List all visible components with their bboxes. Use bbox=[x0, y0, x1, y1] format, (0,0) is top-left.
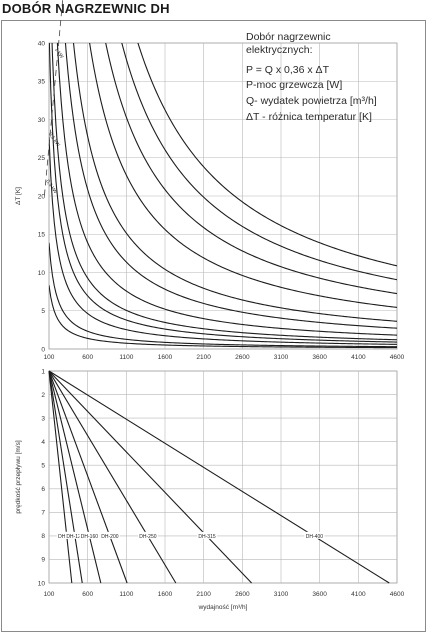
formula-box: Dobór nagrzewnic elektrycznych: P = Q x … bbox=[246, 31, 377, 123]
y-tick-label: 8 bbox=[41, 533, 45, 540]
y-tick-label: 4 bbox=[41, 439, 45, 446]
formula-line-4: P-moc grzewcza [W] bbox=[246, 79, 342, 91]
line-dh-250 bbox=[48, 370, 177, 584]
x-tick-label: 1600 bbox=[158, 591, 173, 598]
line-dh-315 bbox=[48, 370, 253, 584]
page-title: DOBÓR NAGRZEWNIC DH bbox=[2, 1, 170, 16]
x-tick-label: 2600 bbox=[235, 591, 250, 598]
line-label-bg bbox=[137, 531, 158, 539]
line-label-bg bbox=[64, 531, 85, 539]
line-dh-400 bbox=[48, 370, 390, 584]
x-tick-label: 4600 bbox=[390, 591, 405, 598]
y-tick-label: 40 bbox=[38, 40, 46, 47]
formula-line-1: Dobór nagrzewnic bbox=[246, 31, 331, 43]
x-tick-label: 3600 bbox=[312, 591, 327, 598]
line-label-bg bbox=[79, 531, 100, 539]
curve-3-kw bbox=[56, 43, 397, 336]
y-tick-label: 3 bbox=[41, 415, 45, 422]
y-tick-label: 35 bbox=[38, 79, 46, 86]
x-tick-label: 4600 bbox=[390, 354, 405, 361]
line-label-bg bbox=[304, 531, 325, 539]
curve-12-kw bbox=[105, 43, 397, 295]
y-tick-label: 6 bbox=[41, 486, 45, 493]
x-tick-label: 600 bbox=[82, 591, 93, 598]
line-label-dh-250: DH-250 bbox=[139, 534, 156, 540]
y-tick-label: 2 bbox=[41, 392, 45, 399]
y-axis-label: ΔT [K] bbox=[15, 187, 22, 205]
formula-line-3: P = Q x 0,36 x ΔT bbox=[246, 64, 330, 76]
plot-area bbox=[48, 370, 398, 584]
curve-1-5-kw bbox=[49, 43, 397, 343]
line-label-bg bbox=[99, 531, 120, 539]
line-label-dh-315: DH-315 bbox=[198, 534, 215, 540]
curve-0-5-kw bbox=[49, 242, 397, 348]
y-tick-label: 15 bbox=[38, 232, 46, 239]
line-dh-200 bbox=[48, 370, 128, 584]
line-label-dh-400: DH-400 bbox=[306, 534, 323, 540]
curve-0-3-kw bbox=[49, 285, 397, 349]
x-tick-label: 1100 bbox=[119, 591, 133, 598]
line-dh-125 bbox=[48, 370, 83, 584]
y-tick-label: 0 bbox=[41, 346, 45, 353]
formula-line-6: ΔT - różnica temperatur [K] bbox=[246, 111, 372, 123]
y-tick-label: 9 bbox=[41, 557, 45, 564]
x-tick-label: 1600 bbox=[158, 354, 173, 361]
x-tick-label: 1100 bbox=[119, 354, 133, 361]
line-label-dh-125: DH-125 bbox=[66, 534, 83, 540]
curve-label-1-kw: 1 kW bbox=[53, 47, 65, 60]
x-tick-label: 2100 bbox=[196, 354, 211, 361]
x-tick-label: 100 bbox=[44, 591, 55, 598]
x-tick-label: 3100 bbox=[274, 591, 289, 598]
curve-18-kw bbox=[137, 43, 397, 267]
x-tick-label: 100 bbox=[44, 354, 55, 361]
line-label-bg bbox=[197, 531, 218, 539]
y-tick-label: 7 bbox=[41, 510, 45, 517]
x-tick-label: 3600 bbox=[312, 354, 327, 361]
y-tick-label: 1 bbox=[41, 368, 45, 375]
y-tick-label: 5 bbox=[41, 308, 45, 315]
curve-4-5-kw bbox=[64, 43, 397, 329]
line-dh-160 bbox=[48, 370, 102, 584]
x-tick-label: 4100 bbox=[351, 591, 366, 598]
formula-line-2: elektrycznych: bbox=[246, 44, 313, 56]
label-guide-line bbox=[44, 0, 64, 196]
y-tick-label: 25 bbox=[38, 155, 46, 162]
curve-2-kw bbox=[51, 43, 397, 341]
chart-frame bbox=[1, 20, 426, 632]
velocity-chart: 100 600 1100 1600 2100 2600 3100 3600 4100 4600 1 2… bbox=[15, 368, 405, 611]
y-tick-label: 5 bbox=[41, 463, 45, 470]
y-tick-label: 10 bbox=[38, 580, 46, 587]
curve-1-kw bbox=[49, 136, 397, 345]
curve-6-kw bbox=[72, 43, 397, 322]
x-tick-label: 4100 bbox=[351, 354, 366, 361]
y-axis-label: prędkość przepływu [m/s] bbox=[15, 440, 22, 514]
line-dh-100 bbox=[48, 370, 73, 584]
x-axis-label: wydajność [m³/h] bbox=[198, 604, 248, 611]
y-tick-label: 30 bbox=[38, 117, 46, 124]
x-tick-label: 2600 bbox=[235, 354, 250, 361]
x-tick-label: 600 bbox=[82, 354, 93, 361]
y-tick-label: 10 bbox=[38, 270, 46, 277]
x-tick-label: 2100 bbox=[196, 591, 211, 598]
y-tick-label: 20 bbox=[38, 193, 46, 200]
formula-line-5: Q- wydatek powietrza [m³/h] bbox=[246, 95, 377, 107]
curve-15-kw bbox=[121, 43, 397, 281]
x-tick-label: 3100 bbox=[274, 354, 289, 361]
power-chart: 100 600 1100 1600 2100 2600 3100 3600 4100 4600 0 5… bbox=[15, 0, 405, 361]
line-label-dh-160: DH-160 bbox=[81, 534, 98, 540]
line-label-dh-200: DH-200 bbox=[101, 534, 118, 540]
curve-9-kw bbox=[89, 43, 397, 308]
